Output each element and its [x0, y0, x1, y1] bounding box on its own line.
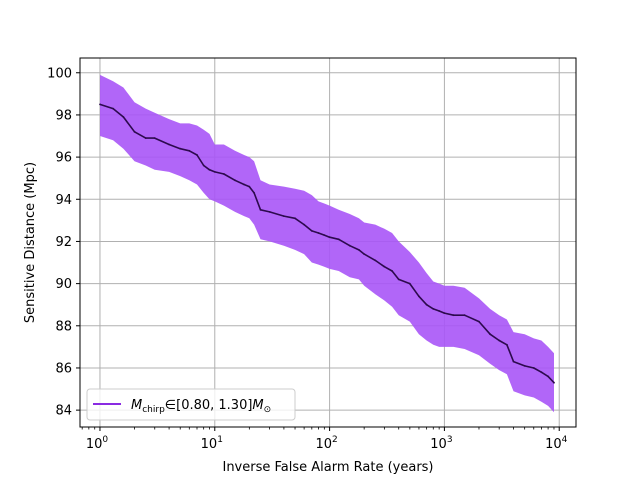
data-point: [323, 234, 326, 237]
data-point: [452, 314, 455, 317]
legend-subscript: chirp: [142, 405, 165, 415]
y-tick-label: 100: [47, 66, 72, 81]
legend-box: [86, 388, 296, 421]
data-point: [391, 270, 393, 272]
data-point: [259, 208, 262, 211]
data-point: [553, 381, 555, 384]
data-point: [213, 171, 216, 173]
y-tick-label: 88: [55, 319, 72, 334]
data-point: [328, 236, 331, 239]
data-point: [303, 223, 305, 226]
legend: Mchirp∈[0.80, 1.30]M⊙: [86, 388, 296, 421]
data-point: [408, 282, 411, 285]
data-point: [188, 149, 191, 152]
data-point: [397, 278, 400, 281]
data-point: [498, 339, 501, 342]
data-point: [310, 230, 313, 232]
data-point: [223, 173, 225, 175]
data-point: [99, 103, 101, 106]
x-tick-label: 102: [315, 435, 337, 452]
y-tick-label: 92: [55, 235, 72, 250]
legend-unit-subscript: ⊙: [264, 405, 272, 415]
y-tick-label: 98: [55, 108, 72, 123]
y-tick-label: 84: [55, 404, 72, 419]
data-point: [144, 137, 147, 140]
data-point: [268, 211, 271, 213]
data-point: [363, 253, 366, 256]
x-tick-label: 100: [86, 435, 109, 452]
data-point: [443, 312, 446, 314]
data-point: [374, 259, 377, 262]
data-point: [179, 147, 182, 150]
legend-symbol: M: [131, 398, 142, 413]
y-tick-label: 86: [55, 361, 72, 376]
legend-label: Mchirp∈[0.80, 1.30]M⊙: [131, 398, 271, 415]
data-point: [478, 320, 480, 323]
data-point: [243, 183, 246, 186]
data-point: [438, 310, 441, 312]
data-point: [358, 249, 360, 251]
x-tick-label: 104: [545, 435, 568, 452]
data-point: [112, 107, 114, 110]
y-tick-label: 94: [55, 193, 72, 208]
legend-range: ∈[0.80, 1.30]: [165, 398, 253, 413]
data-point: [383, 265, 386, 268]
y-tick-label: 90: [55, 277, 72, 292]
data-point: [532, 367, 535, 369]
legend-unit-symbol: M: [252, 398, 263, 413]
data-point: [506, 343, 508, 346]
data-point: [133, 130, 136, 133]
confidence-band: [100, 74, 554, 413]
y-axis-label: Sensitive Distance (Mpc): [23, 162, 38, 323]
plot-area-frame: [79, 57, 577, 428]
data-point: [540, 371, 543, 374]
data-point: [122, 116, 125, 118]
confidence-band-layer: [100, 74, 554, 413]
data-point: [294, 217, 296, 220]
data-point: [253, 192, 256, 194]
data-point: [337, 238, 340, 241]
data-point: [234, 179, 236, 182]
data-point: [196, 154, 198, 156]
data-point: [489, 333, 491, 336]
data-point: [425, 303, 428, 306]
data-point: [348, 244, 351, 247]
data-point: [202, 164, 205, 167]
data-point: [512, 360, 515, 363]
data-point: [283, 215, 285, 218]
x-tick-label: 103: [430, 435, 452, 452]
data-point: [418, 295, 420, 298]
axis-ticks: 100 101 102 103 104 84 86 88 90 92 94 96 98 100: [47, 66, 567, 452]
data-point: [463, 314, 466, 317]
y-tick-label: 96: [55, 151, 72, 166]
data-point: [248, 185, 251, 188]
data-point: [523, 365, 526, 367]
x-axis-label: Inverse False Alarm Rate (years): [222, 460, 433, 475]
series-line-layer: [99, 103, 555, 384]
data-point: [432, 308, 435, 310]
data-point: [168, 143, 171, 146]
data-point: [208, 168, 211, 171]
x-tick-label: 101: [201, 435, 223, 452]
data-point: [153, 137, 156, 140]
data-point: [317, 232, 320, 234]
data-point: [547, 375, 549, 378]
